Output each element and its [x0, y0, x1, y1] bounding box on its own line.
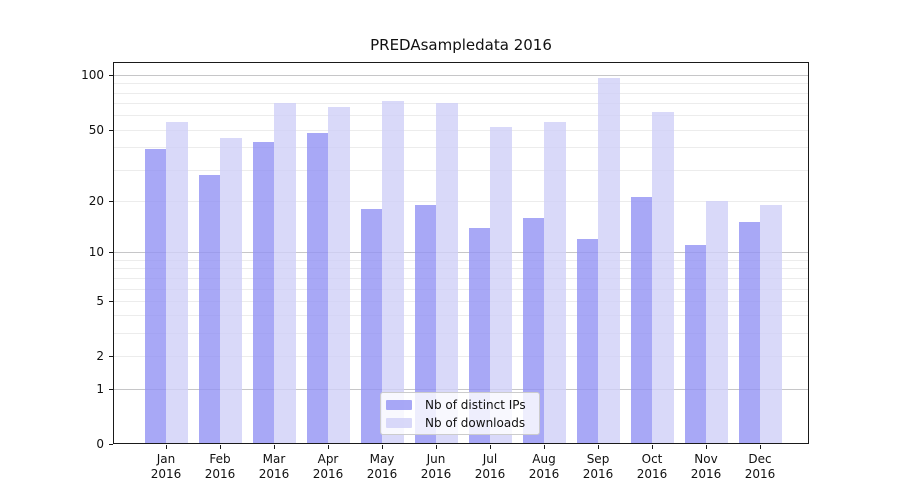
legend-swatch-downloads [386, 418, 412, 428]
bar-jan-downloads [166, 122, 188, 444]
bar-feb-distinct-ips [198, 174, 220, 444]
y-tick-label: 50 [88, 122, 104, 137]
y-tick-mark [109, 252, 113, 254]
gridline-major [113, 75, 809, 77]
bar-apr-distinct-ips [306, 132, 328, 444]
x-tick-label: Mar 2016 [258, 452, 290, 481]
grid-layer [113, 62, 809, 444]
gridline-minor [113, 129, 809, 131]
bar-oct-downloads [652, 111, 674, 444]
bar-jun-distinct-ips [414, 204, 436, 444]
y-tick-mark [109, 129, 113, 131]
y-tick-label: 100 [81, 68, 104, 83]
y-tick-label: 20 [88, 193, 104, 208]
y-tick-mark [109, 388, 113, 390]
x-tick-label: Nov 2016 [690, 452, 722, 481]
y-tick-label: 0 [96, 437, 104, 451]
x-tick-mark [598, 445, 599, 449]
bar-jul-distinct-ips [468, 227, 490, 444]
x-tick-label: Dec 2016 [744, 452, 776, 481]
bar-jun-downloads [436, 103, 458, 444]
y-tick-label: 1 [96, 381, 104, 396]
legend-label-downloads: Nb of downloads [425, 416, 526, 430]
gridline-minor [113, 103, 809, 105]
x-tick-label: Sep 2016 [582, 452, 614, 481]
legend-label-distinct-ips: Nb of distinct IPs [425, 398, 526, 412]
x-tick-mark [220, 445, 221, 449]
x-tick-mark [652, 445, 653, 449]
y-tick-label: 2 [96, 349, 104, 364]
legend-item-distinct-ips: Nb of distinct IPs [386, 397, 533, 413]
gridline-minor [113, 268, 809, 270]
gridline-minor [113, 115, 809, 117]
x-tick-label: Aug 2016 [528, 452, 560, 481]
x-tick-mark [706, 445, 707, 449]
gridline-minor [113, 83, 809, 85]
gridline-minor [113, 288, 809, 290]
bar-dec-downloads [760, 204, 782, 444]
x-tick-mark [760, 445, 761, 449]
gridline-minor [113, 260, 809, 261]
x-tick-label: Oct 2016 [636, 452, 668, 481]
x-tick-mark [436, 445, 437, 449]
gridline-minor [113, 333, 809, 335]
y-tick-mark [109, 200, 113, 202]
x-tick-label: Jun 2016 [420, 452, 452, 481]
bar-apr-downloads [328, 106, 350, 444]
gridline-minor [113, 92, 809, 94]
x-tick-label: Jan 2016 [150, 452, 182, 481]
x-tick-mark [544, 445, 545, 449]
x-tick-mark [328, 445, 329, 449]
x-tick-label: Feb 2016 [204, 452, 236, 481]
y-tick-mark [109, 444, 113, 445]
legend-swatch-distinct-ips [386, 400, 412, 410]
y-tick-label: 5 [96, 293, 104, 308]
gridline-major [113, 252, 809, 254]
legend-item-downloads: Nb of downloads [386, 415, 533, 431]
x-tick-label: Jul 2016 [474, 452, 506, 481]
y-tick-mark [109, 300, 113, 302]
gridline-major [113, 388, 809, 390]
bar-nov-distinct-ips [684, 245, 706, 444]
x-tick-label: Apr 2016 [312, 452, 344, 481]
chart-title: PREDAsampledata 2016 [370, 36, 552, 54]
bar-aug-downloads [544, 122, 566, 444]
plot-area [113, 62, 809, 444]
legend: Nb of distinct IPs Nb of downloads [380, 392, 540, 435]
gridline-minor [113, 315, 809, 317]
bar-layer [113, 62, 809, 444]
x-tick-label: May 2016 [366, 452, 398, 481]
y-tick-mark [109, 75, 113, 77]
bar-oct-distinct-ips [630, 196, 652, 444]
gridline-minor [113, 300, 809, 302]
gridline-minor [113, 169, 809, 171]
x-tick-mark [166, 445, 167, 449]
x-tick-mark [274, 445, 275, 449]
bar-jan-distinct-ips [144, 149, 166, 444]
bar-sep-distinct-ips [576, 239, 598, 444]
bar-nov-downloads [706, 200, 728, 444]
y-tick-label: 10 [88, 245, 104, 260]
bar-mar-distinct-ips [252, 141, 274, 444]
gridline-minor [113, 356, 809, 358]
bar-jul-downloads [490, 126, 512, 444]
bar-aug-distinct-ips [522, 217, 544, 444]
bar-dec-distinct-ips [738, 222, 760, 444]
bar-may-downloads [382, 101, 404, 444]
bar-mar-downloads [274, 103, 296, 444]
bar-feb-downloads [220, 138, 242, 444]
bar-may-distinct-ips [360, 208, 382, 444]
x-tick-mark [382, 445, 383, 449]
y-tick-mark [109, 356, 113, 358]
gridline-minor [113, 200, 809, 202]
bar-sep-downloads [598, 78, 620, 444]
gridline-minor [113, 277, 809, 279]
gridline-minor [113, 147, 809, 149]
x-tick-mark [490, 445, 491, 449]
